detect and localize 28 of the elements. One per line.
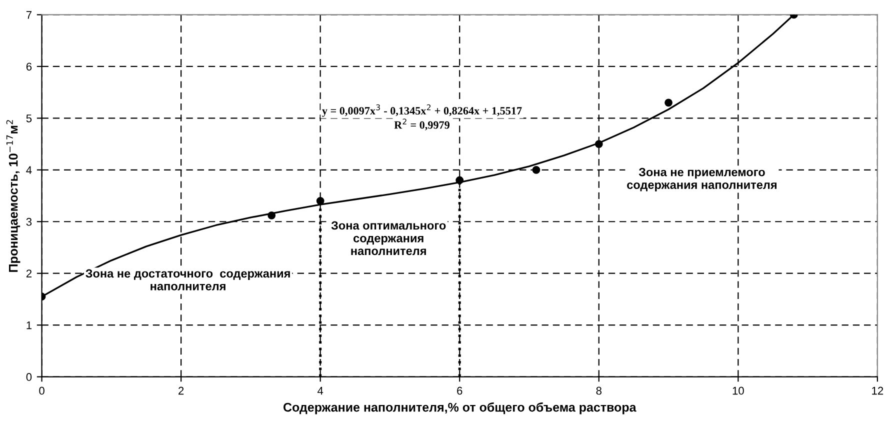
x-tick-label: 6 (457, 386, 462, 395)
point (532, 166, 540, 174)
annotation: Зона не приемлемого содержания наполнителя (627, 168, 776, 192)
x-axis-title: Содержание наполнителя,% от общего объема раствора (283, 402, 636, 414)
x-tick-label: 0 (39, 386, 44, 395)
point (664, 98, 672, 107)
y-tick-label: 5 (26, 114, 32, 122)
y-tick-label: 1 (26, 321, 32, 330)
x-tick-label: 8 (596, 386, 602, 395)
y-tick-label: 0 (26, 373, 32, 381)
y-tick-label: 3 (26, 218, 32, 226)
x-tick-label: 2 (178, 386, 184, 395)
point (594, 140, 603, 148)
y-tick-label: 2 (26, 270, 32, 278)
y-tick-label: 4 (26, 166, 32, 174)
y-tick-label: 7 (26, 11, 32, 19)
y-tick-label: 6 (26, 62, 32, 71)
x-tick-label: 12 (872, 386, 884, 395)
point (456, 176, 464, 184)
annotation: R$^{2}$ = 0,9979 (394, 118, 450, 130)
annotation: Зона оптимального содержания наполнителя (331, 221, 446, 256)
x-tick-label: 4 (318, 386, 324, 395)
point (268, 211, 276, 220)
annotation: y = 0,0097x$^{3}$ - 0,1345x$^{2}$ + 0,8264x + 1,5517 (322, 104, 522, 117)
y-axis-title: Проницаемость, 10$^{−17}$м$^{2}$ (6, 120, 20, 272)
x-tick-label: 10 (732, 386, 744, 395)
annotation: Зона не достаточного содержания наполнителя (86, 269, 290, 290)
point (316, 196, 324, 205)
